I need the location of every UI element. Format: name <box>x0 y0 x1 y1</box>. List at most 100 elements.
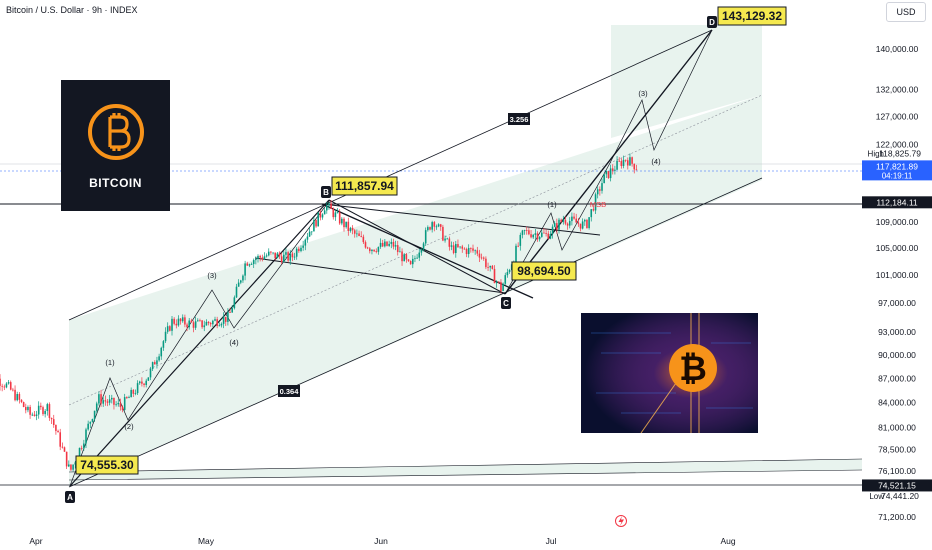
candle-body <box>65 451 68 467</box>
candle-body <box>341 218 343 224</box>
candle-body <box>31 414 34 416</box>
candle-body <box>607 171 610 179</box>
support-lower-line <box>68 469 863 481</box>
candle-body <box>594 194 597 211</box>
candle-body <box>74 462 77 465</box>
wave-count-label: (3) <box>638 89 648 98</box>
candle-body <box>300 247 302 252</box>
fib-ratio-tag <box>508 113 530 125</box>
candle-body <box>267 251 270 256</box>
candle-body <box>171 318 173 331</box>
candle-body <box>334 212 337 218</box>
wave-count-label: (3) <box>207 271 217 280</box>
candle-body <box>633 163 636 170</box>
candle-body <box>431 222 433 230</box>
candle-body <box>280 256 283 263</box>
candle-body <box>530 234 532 238</box>
price-tick-label: 71,200.00 <box>878 512 916 522</box>
last-price-label: 117,821.89 <box>876 161 918 171</box>
candle-body <box>40 405 42 408</box>
candle-body <box>407 259 410 261</box>
candle-body <box>538 236 541 240</box>
candle-body <box>394 245 397 247</box>
price-tick-label: 132,000.00 <box>876 85 919 95</box>
candle-body <box>345 221 347 228</box>
candle-body <box>388 243 390 246</box>
candle-body <box>121 407 124 410</box>
candle-body <box>605 171 608 175</box>
candle-body <box>455 244 457 254</box>
time-tick-label: Aug <box>720 536 735 546</box>
candle-body <box>412 258 414 265</box>
candle-body <box>203 325 206 328</box>
candle-body <box>627 160 629 166</box>
lightning-bolt-icon[interactable] <box>615 515 627 527</box>
candle-body <box>209 323 212 325</box>
pivot-marker <box>65 491 75 503</box>
candle-body <box>448 238 451 247</box>
candle-body <box>29 406 31 415</box>
candle-body <box>149 369 152 378</box>
candle-body <box>584 219 586 222</box>
candle-body <box>390 241 393 244</box>
candle-body <box>192 322 195 328</box>
price-callout <box>75 455 139 475</box>
candle-body <box>22 402 25 408</box>
candle-body <box>231 308 234 313</box>
candle-body <box>263 256 266 260</box>
candle-body <box>59 432 62 447</box>
time-axis-bg <box>0 532 862 550</box>
price-callout <box>511 261 577 281</box>
candle-body <box>534 233 537 235</box>
candle-body <box>435 226 438 228</box>
candle-body <box>169 326 171 331</box>
candle-body <box>283 254 285 263</box>
candle-body <box>532 234 535 238</box>
candle-body <box>291 253 294 258</box>
candle-body <box>104 400 107 402</box>
candle-body <box>596 189 599 195</box>
price-tick-label: 87,000.00 <box>878 373 916 383</box>
candle-body <box>399 251 401 253</box>
candle-body <box>485 258 487 268</box>
price-tick-label: 140,000.00 <box>876 44 919 54</box>
candle-body <box>207 321 210 324</box>
price-callout-label: 74,555.30 <box>80 458 134 472</box>
candle-body <box>158 356 160 361</box>
candle-body <box>328 203 330 206</box>
wave-path-a-b <box>69 199 330 487</box>
candle-body <box>519 234 522 246</box>
annotation-layer: A B C D 74,555.30 111,857.94 98,694.50 143,129.… <box>65 6 787 527</box>
candle-body <box>91 419 94 422</box>
candle-body <box>446 238 449 240</box>
candle-body <box>57 430 59 433</box>
price-tick-label: 90,000.00 <box>878 350 916 360</box>
extreme-price-label: 74,441.20 <box>881 491 919 501</box>
level-tag <box>862 196 932 209</box>
candle-body <box>427 227 429 231</box>
candle-body <box>504 275 507 284</box>
candle-body <box>130 389 132 398</box>
candle-body <box>571 216 573 222</box>
candle-body <box>437 224 440 227</box>
price-tick-label: 78,500.00 <box>878 444 916 454</box>
candle-body <box>575 218 578 223</box>
candle-body <box>222 316 225 324</box>
candle-body <box>143 383 145 385</box>
candle-body <box>138 381 141 384</box>
candle-body <box>360 236 363 237</box>
price-callout <box>717 6 787 26</box>
candle-body <box>166 326 169 332</box>
candle-body <box>444 238 446 241</box>
candle-body <box>70 464 72 470</box>
candle-body <box>83 443 85 449</box>
candle-body <box>553 223 556 227</box>
candle-body <box>227 312 229 322</box>
candle-body <box>521 230 524 235</box>
price-tick-label: 109,000.00 <box>876 217 919 227</box>
candle-body <box>362 236 365 243</box>
candle-body <box>465 249 468 255</box>
currency-selector[interactable]: USD <box>886 2 926 22</box>
lightning-bolt-glyph <box>618 516 624 526</box>
